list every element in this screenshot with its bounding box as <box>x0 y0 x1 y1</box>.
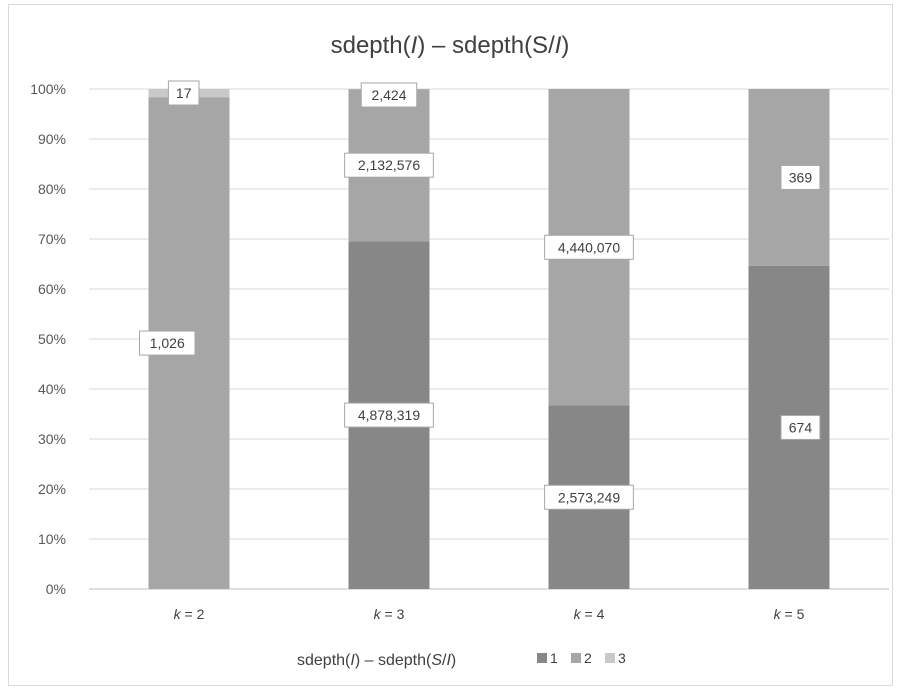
y-tick-label: 30% <box>38 431 66 447</box>
legend-label: 2 <box>584 650 592 666</box>
y-tick-label: 60% <box>38 281 66 297</box>
legend-swatch <box>537 653 547 663</box>
data-label: 2,573,249 <box>558 489 620 505</box>
x-tick-label: k = 4 <box>574 606 605 622</box>
chart-title: sdepth(I) – sdepth(S/I) <box>331 32 570 59</box>
legend-title-part: ) – sdepth( <box>355 652 432 669</box>
data-label-box <box>344 152 434 178</box>
x-tick-label-part: k <box>774 606 782 622</box>
x-tick-label-part: k <box>174 606 182 622</box>
y-tick-label: 90% <box>38 131 66 147</box>
legend-swatch <box>605 653 615 663</box>
chart-title-part: I <box>411 32 418 59</box>
legend-title-part: / <box>442 652 447 669</box>
chart-title-part: I <box>555 32 562 59</box>
x-tick-label: k = 5 <box>774 606 805 622</box>
legend-title: sdepth(I) – sdepth(S/I) <box>297 652 456 669</box>
data-label-box <box>780 164 821 190</box>
data-label: 2,424 <box>371 87 406 103</box>
legend-title-part: sdepth( <box>297 652 351 669</box>
data-label-box <box>167 80 200 106</box>
x-tick-label: k = 3 <box>374 606 405 622</box>
legend-title-part: I <box>350 652 355 669</box>
chart-title-part: ) <box>561 32 569 59</box>
x-tick-label-part: = 4 <box>581 606 605 622</box>
legend-title-part: S <box>431 652 442 669</box>
y-tick-label: 0% <box>46 581 66 597</box>
chart-title-part: ) – sdepth(S/ <box>417 32 555 59</box>
data-label: 4,440,070 <box>558 239 620 255</box>
data-label-box <box>544 234 634 260</box>
x-tick-label-part: = 3 <box>381 606 405 622</box>
y-tick-label: 50% <box>38 331 66 347</box>
y-tick-label: 70% <box>38 231 66 247</box>
data-label-box <box>139 330 196 356</box>
legend-label: 3 <box>618 650 626 666</box>
x-tick-label-part: k <box>574 606 582 622</box>
chart-frame: sdepth(I) – sdepth(S/I) 0% 10% 20% 30% 40% 50%… <box>8 4 893 686</box>
x-tick-label-part: k <box>374 606 382 622</box>
data-label-box <box>544 484 634 510</box>
legend-title-part: I <box>446 652 451 669</box>
data-label-box <box>780 414 821 440</box>
legend-swatch <box>571 653 581 663</box>
data-label-box <box>360 82 418 108</box>
chart-title-part: sdepth( <box>331 32 411 59</box>
data-label: 1,026 <box>150 335 185 351</box>
data-label-box <box>344 402 434 428</box>
data-label: 17 <box>176 85 192 101</box>
y-tick-label: 40% <box>38 381 66 397</box>
y-tick-label: 10% <box>38 531 66 547</box>
x-tick-label-part: = 2 <box>181 606 205 622</box>
legend-title-part: ) <box>451 652 456 669</box>
data-label: 2,132,576 <box>358 157 420 173</box>
stacked-percent-bar-chart: sdepth(I) – sdepth(S/I)0%10%20%30%40%50%… <box>30 32 889 669</box>
y-tick-label: 80% <box>38 181 66 197</box>
y-tick-label: 100% <box>30 81 66 97</box>
x-tick-label: k = 2 <box>174 606 205 622</box>
data-label: 4,878,319 <box>358 407 420 423</box>
data-label: 674 <box>789 419 813 435</box>
data-label: 369 <box>789 169 813 185</box>
legend-label: 1 <box>550 650 558 666</box>
y-tick-label: 20% <box>38 481 66 497</box>
x-tick-label-part: = 5 <box>781 606 805 622</box>
